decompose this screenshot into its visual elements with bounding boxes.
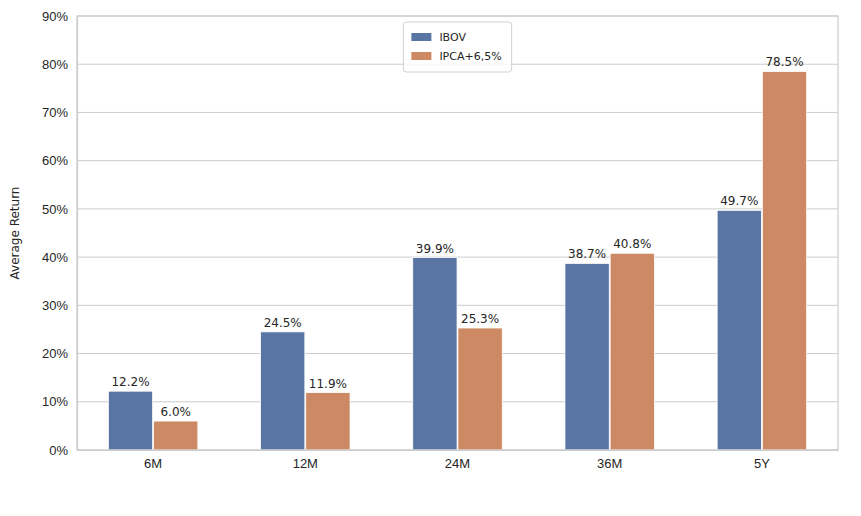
legend-swatch [411, 52, 431, 60]
tick-label: 0% [49, 443, 68, 458]
y-axis: 0% 10% 20% 30% 40% 50% 60% 70% 80% 90% [42, 9, 78, 458]
tick-label: 40% [42, 250, 68, 265]
bar [306, 393, 350, 450]
tick: 6M [144, 450, 162, 471]
tick-label: 6M [144, 456, 162, 471]
tick-label: 30% [42, 298, 68, 313]
legend-label: IBOV [439, 31, 466, 44]
tick: 30% [42, 298, 77, 313]
tick: 12M [293, 450, 318, 471]
tick-label: 50% [42, 202, 68, 217]
plot-frame [77, 16, 838, 450]
legend-label: IPCA+6,5% [439, 50, 501, 63]
axis-title: Average Return [8, 187, 22, 280]
tick: 90% [42, 9, 77, 24]
legend-frame [403, 22, 511, 72]
data-label: 12.2% [111, 375, 149, 389]
tick: 80% [42, 57, 77, 72]
data-label: 24.5% [264, 316, 302, 330]
data-label: 38.7% [568, 247, 606, 261]
bar [762, 71, 806, 450]
grid [77, 16, 838, 450]
bar [610, 253, 654, 450]
bar [261, 332, 305, 450]
tick: 60% [42, 153, 77, 168]
tick-label: 12M [293, 456, 318, 471]
grid-line [77, 112, 838, 113]
tick-label: 90% [42, 9, 68, 24]
bar [108, 391, 152, 450]
bar [717, 210, 761, 450]
tick-label: 24M [445, 456, 470, 471]
axis-line [78, 450, 839, 451]
tick-label: 80% [42, 57, 68, 72]
data-label: 78.5% [765, 55, 803, 69]
legend: IBOV IPCA+6,5% [403, 22, 511, 72]
grid-line [77, 208, 838, 209]
bar [565, 263, 609, 450]
tick-label: 36M [597, 456, 622, 471]
tick: 40% [42, 250, 77, 265]
bar [458, 328, 502, 450]
axis-line [77, 17, 78, 451]
tick-label: 20% [42, 346, 68, 361]
bar [413, 258, 457, 450]
data-label: 49.7% [720, 194, 758, 208]
tick: 36M [597, 450, 622, 471]
data-label: 6.0% [160, 405, 191, 419]
tick: 20% [42, 346, 77, 361]
data-label: 25.3% [461, 312, 499, 326]
tick: 70% [42, 105, 77, 120]
x-axis: 6M 12M 24M 36M 5Y [78, 450, 839, 471]
data-label: 11.9% [309, 377, 347, 391]
chart: 0% 10% 20% 30% 40% 50% 60% 70% 80% 90% 6M 12M 24M 36M… [0, 0, 861, 516]
tick: 0% [49, 443, 77, 458]
bars [108, 71, 806, 450]
tick-label: 5Y [754, 456, 770, 471]
data-labels: 12.2% 24.5% 39.9% 38.7% 49.7% 6.0% 11.9% 25.3% 4… [111, 55, 803, 419]
legend-swatch [411, 33, 431, 41]
data-label: 40.8% [613, 237, 651, 251]
bar [154, 421, 198, 450]
tick-label: 10% [42, 394, 68, 409]
tick-label: 60% [42, 153, 68, 168]
tick: 10% [42, 394, 77, 409]
tick-label: 70% [42, 105, 68, 120]
tick: 5Y [754, 450, 770, 471]
grid-line [77, 160, 838, 161]
tick: 50% [42, 202, 77, 217]
data-label: 39.9% [416, 242, 454, 256]
tick: 24M [445, 450, 470, 471]
